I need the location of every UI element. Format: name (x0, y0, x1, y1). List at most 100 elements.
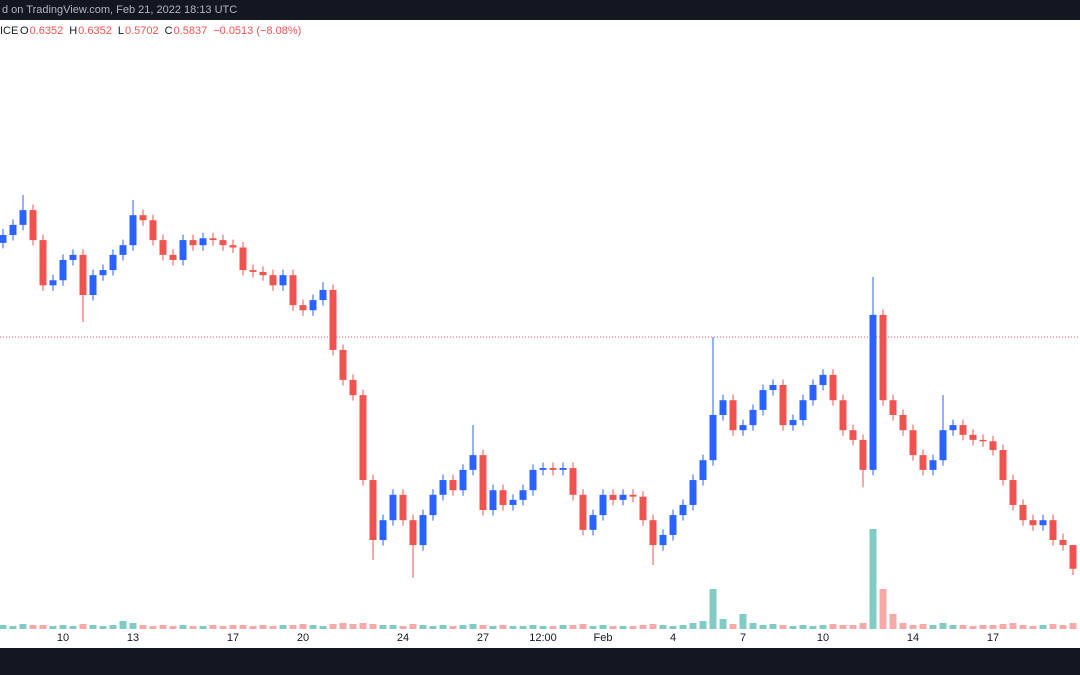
volume-bar (739, 614, 747, 629)
volume-bar (769, 624, 777, 629)
volume-bar (829, 624, 837, 629)
candle-body (519, 490, 527, 500)
candle-body (219, 240, 227, 246)
volume-bar (339, 623, 347, 629)
x-tick-label: 17 (227, 632, 239, 644)
volume-bar (919, 624, 927, 629)
volume-bar (649, 624, 657, 629)
volume-bar (939, 623, 947, 629)
volume-bar (749, 623, 757, 629)
candle-body (889, 400, 897, 415)
volume-bar (669, 626, 677, 629)
symbol: ICE (0, 25, 18, 37)
x-tick-label: 17 (987, 632, 999, 644)
volume-bar (219, 626, 227, 629)
candle-body (359, 395, 367, 481)
x-tick-label: 4 (670, 632, 676, 644)
candle-body (529, 469, 537, 491)
volume-bar (619, 626, 627, 629)
candle-body (49, 280, 57, 286)
candle-body (679, 504, 687, 516)
candle-body (179, 240, 187, 260)
volume-bar (949, 625, 957, 629)
volume-bar (49, 626, 57, 629)
candle-body (729, 400, 737, 431)
candle-body (0, 235, 7, 243)
candle-body (649, 520, 657, 546)
candle-body (949, 425, 957, 431)
candle-body (469, 455, 477, 470)
candle-body (1019, 504, 1027, 521)
x-tick-label: 20 (297, 632, 309, 644)
legend-label: C (165, 25, 173, 37)
volume-bar (819, 625, 827, 629)
candle-body (909, 430, 917, 456)
volume-bar (559, 625, 567, 629)
candle-body (989, 441, 997, 451)
volume-bar (799, 625, 807, 629)
candle-body (659, 534, 667, 546)
volume-bar (0, 625, 7, 629)
volume-bar (269, 626, 277, 629)
volume-bar (179, 625, 187, 629)
candle-body (269, 275, 277, 286)
candle-body (429, 494, 437, 516)
candle-body (59, 259, 67, 281)
candle-body (29, 210, 37, 241)
candle-body (9, 224, 17, 236)
candle-body (929, 460, 937, 470)
candle-body (279, 275, 287, 286)
bottom-bar (0, 648, 1080, 675)
candle-body (699, 460, 707, 481)
volume-bar (259, 625, 267, 629)
volume-bar (1039, 625, 1047, 629)
volume-bar (719, 619, 727, 629)
volume-bar (349, 624, 357, 629)
candle-body (409, 520, 417, 546)
candle-body (919, 455, 927, 470)
volume-bar (1029, 626, 1037, 629)
volume-bar (569, 625, 577, 629)
x-tick-label: 10 (57, 632, 69, 644)
candle-body (639, 496, 647, 521)
volume-bar (869, 529, 877, 629)
volume-bar (379, 625, 387, 629)
candle-body (879, 314, 887, 401)
volume-bar (9, 626, 17, 629)
candle-body (369, 480, 377, 541)
candle-body (629, 494, 637, 497)
volume-bar (419, 625, 427, 629)
x-tick-label: 7 (740, 632, 746, 644)
candle-body (489, 490, 497, 511)
volume-bar (519, 626, 527, 629)
volume-bar (539, 626, 547, 629)
candle-body (299, 305, 307, 311)
volume-bar (849, 625, 857, 629)
candle-body (19, 210, 27, 225)
volume-bar (599, 625, 607, 629)
volume-bar (1019, 625, 1027, 629)
volume-bar (139, 625, 147, 629)
candle-body (549, 468, 557, 470)
candle-body (499, 490, 507, 505)
volume-bar (189, 626, 197, 629)
legend-label: H (69, 25, 77, 37)
volume-bar (629, 626, 637, 629)
volume-bar (979, 625, 987, 629)
volume-bar (319, 626, 327, 629)
candle-body (339, 349, 347, 380)
volume-bar (759, 625, 767, 629)
volume-bar (99, 626, 107, 629)
volume-bar (29, 625, 37, 629)
candle-body (669, 515, 677, 535)
candle-body (1069, 545, 1077, 569)
candle-body (379, 520, 387, 541)
candle-body (89, 275, 97, 296)
candle-body (449, 480, 457, 491)
candle-body (209, 238, 217, 241)
volume-bar (309, 625, 317, 629)
candle-body (149, 220, 157, 241)
volume-bar (289, 625, 297, 629)
candle-body (979, 439, 987, 442)
volume-bar (399, 626, 407, 629)
